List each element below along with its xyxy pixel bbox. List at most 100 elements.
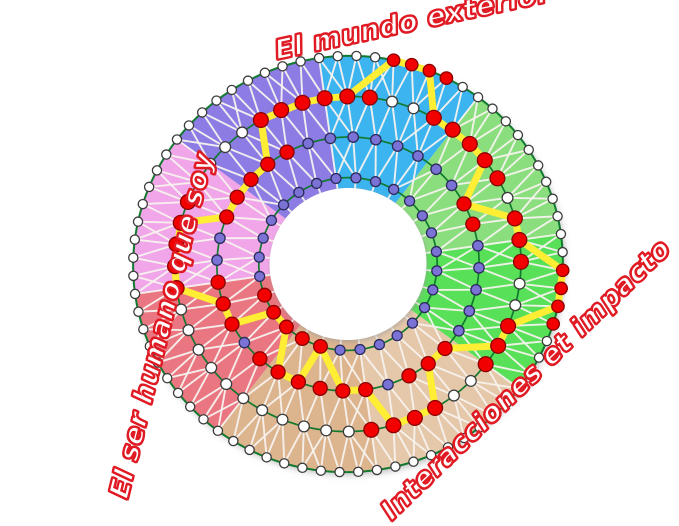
node-violet: [446, 180, 456, 190]
node-white: [372, 465, 381, 474]
node-highlight-red: [291, 375, 305, 389]
node-white: [448, 390, 459, 401]
node-violet: [426, 228, 436, 238]
node-white: [316, 466, 325, 475]
node-white: [134, 307, 143, 316]
node-white: [298, 463, 307, 472]
node-violet: [239, 337, 249, 347]
node-highlight-red: [406, 58, 418, 70]
node-highlight-red: [274, 103, 289, 118]
node-white: [130, 235, 139, 244]
node-white: [221, 379, 232, 390]
node-violet: [355, 344, 365, 354]
node-white: [513, 131, 522, 140]
node-highlight-red: [557, 264, 569, 276]
node-white: [387, 96, 398, 107]
node-white: [145, 342, 154, 351]
node-highlight-red: [440, 72, 452, 84]
node-violet: [431, 247, 441, 257]
node-white: [475, 423, 484, 432]
center-hole: [270, 188, 426, 339]
node-highlight-red: [402, 369, 416, 383]
node-highlight-red: [280, 145, 294, 159]
node-violet: [471, 285, 481, 295]
node-white: [130, 289, 139, 298]
node-white: [277, 414, 288, 425]
node-white: [257, 405, 268, 416]
node-white: [260, 68, 269, 77]
node-violet: [258, 233, 268, 243]
node-white: [534, 353, 543, 362]
node-highlight-red: [477, 153, 492, 168]
node-violet: [212, 255, 222, 265]
node-highlight-red: [253, 113, 268, 128]
node-white: [488, 104, 497, 113]
node-highlight-red: [423, 64, 435, 76]
node-violet: [325, 133, 335, 143]
node-white: [153, 358, 162, 367]
node-highlight-red: [387, 54, 399, 66]
node-violet: [389, 184, 399, 194]
node-white: [408, 103, 419, 114]
spoke-line: [508, 198, 553, 199]
node-highlight-red: [501, 319, 516, 334]
node-highlight-red: [491, 338, 506, 353]
node-white: [333, 52, 342, 61]
node-violet: [215, 233, 225, 243]
node-white: [206, 362, 217, 373]
node-white: [473, 93, 482, 102]
node-white: [184, 121, 193, 130]
node-white: [296, 57, 305, 66]
node-highlight-red: [181, 195, 196, 210]
node-white: [227, 85, 236, 94]
node-highlight-red: [514, 254, 529, 269]
node-white: [426, 451, 435, 460]
node-white: [314, 53, 323, 62]
radial-network-diagram: [0, 0, 679, 513]
node-white: [321, 425, 332, 436]
node-white: [502, 192, 513, 203]
node-highlight-red: [457, 197, 471, 211]
node-violet: [473, 241, 483, 251]
node-violet: [303, 138, 313, 148]
node-white: [443, 443, 452, 452]
node-white: [343, 426, 354, 437]
node-highlight-red: [295, 95, 310, 110]
node-white: [465, 375, 476, 386]
node-violet: [383, 379, 393, 389]
node-white: [212, 96, 221, 105]
node-white: [514, 384, 523, 393]
node-violet: [392, 141, 402, 151]
node-violet: [371, 134, 381, 144]
node-highlight-red: [267, 305, 281, 319]
node-violet: [331, 174, 341, 184]
node-violet: [371, 177, 381, 187]
node-violet: [405, 196, 415, 206]
node-white: [163, 374, 172, 383]
node-white: [299, 421, 310, 432]
node-white: [335, 467, 344, 476]
center-hole-disc: [270, 188, 426, 339]
node-highlight-red: [220, 210, 234, 224]
node-white: [199, 415, 208, 424]
node-highlight-red: [359, 383, 373, 397]
node-violet: [392, 331, 402, 341]
node-white: [138, 199, 147, 208]
node-white: [173, 388, 182, 397]
node-white: [534, 161, 543, 170]
node-white: [243, 76, 252, 85]
node-white: [192, 177, 203, 188]
node-highlight-red: [426, 110, 441, 125]
node-highlight-red: [512, 233, 527, 248]
node-white: [238, 393, 249, 404]
node-highlight-red: [211, 275, 225, 289]
node-violet: [266, 215, 276, 225]
node-highlight-red: [421, 357, 435, 371]
node-white: [213, 426, 222, 435]
node-violet: [351, 173, 361, 183]
node-highlight-red: [336, 384, 350, 398]
node-white: [280, 459, 289, 468]
node-white: [129, 253, 138, 262]
node-highlight-red: [462, 137, 477, 152]
node-white: [172, 135, 181, 144]
